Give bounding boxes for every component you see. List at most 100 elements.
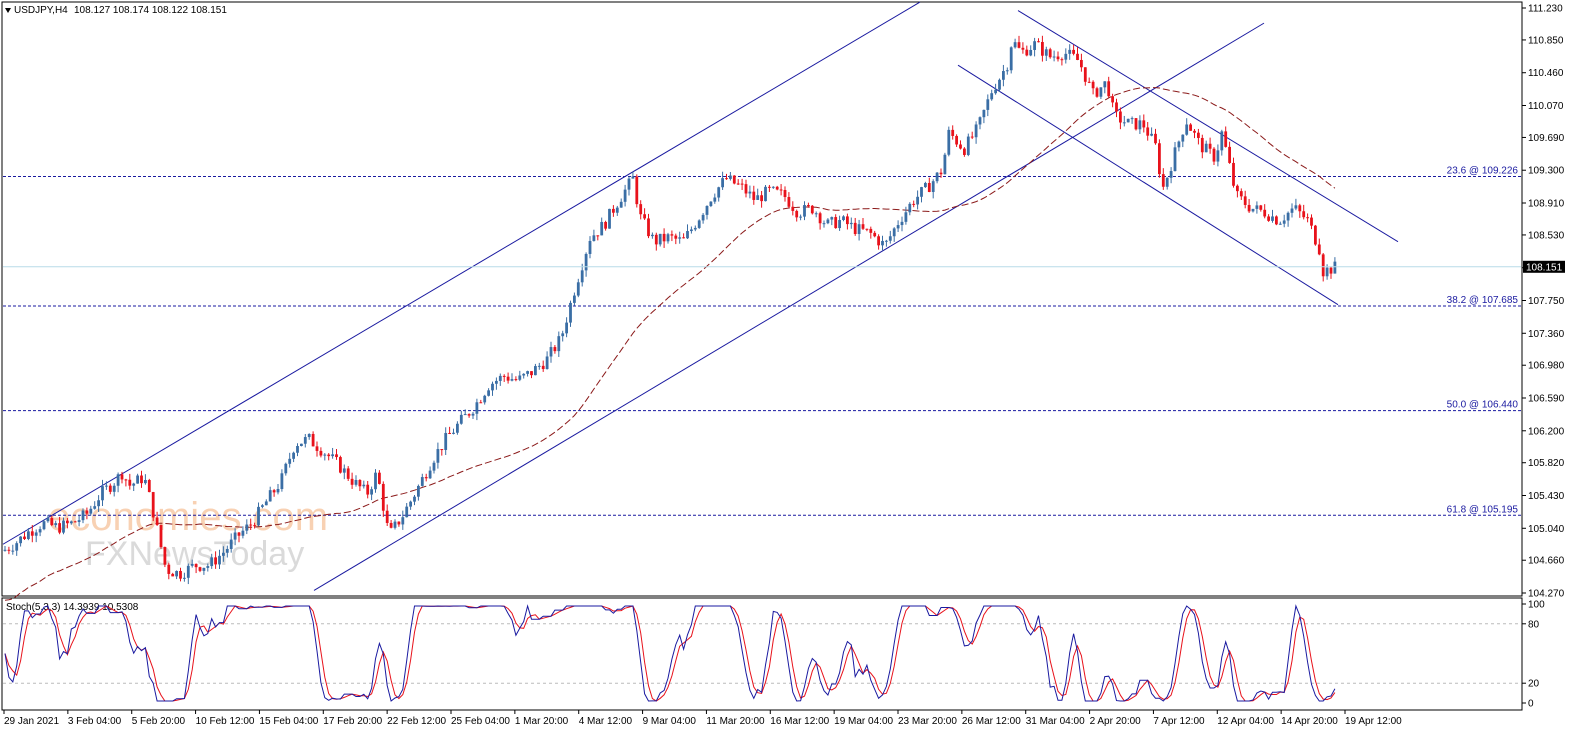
watermark-brand: economies.com — [48, 495, 328, 539]
candle-body — [573, 295, 576, 303]
candle-body — [916, 196, 919, 205]
candle-body — [670, 234, 674, 236]
candle-body — [452, 432, 455, 434]
candle-body — [1216, 150, 1220, 162]
candle-body — [627, 178, 631, 190]
candle-body — [1185, 124, 1189, 135]
price-tick-label: 107.360 — [1528, 329, 1565, 340]
candle-body — [1146, 127, 1150, 136]
trend-channels — [2, 1, 1399, 591]
candle-body — [775, 186, 779, 190]
down-channel-lower — [957, 64, 1339, 306]
moving-average-line — [4, 87, 1336, 601]
collapse-triangle-icon[interactable] — [5, 8, 11, 13]
candle-body — [397, 521, 401, 525]
symbol-label: USDJPY,H4 — [14, 5, 68, 16]
candle-body — [522, 373, 526, 376]
candle-body — [1271, 216, 1274, 221]
time-tick-label: 2 Apr 20:00 — [1090, 716, 1142, 727]
candle-body — [362, 484, 366, 487]
candle-body — [892, 228, 896, 237]
candle-body — [545, 356, 549, 370]
candle-body — [1021, 47, 1025, 50]
candle-body — [838, 220, 841, 229]
candle-body — [1158, 143, 1161, 175]
candle-body — [771, 186, 775, 188]
candle-body — [257, 506, 260, 526]
watermark-subbrand: FXNewsToday — [85, 535, 304, 573]
time-tick-label: 11 Mar 20:00 — [706, 716, 765, 727]
candle-body — [912, 203, 916, 205]
candle-body — [190, 563, 194, 566]
candle-body — [280, 473, 284, 490]
candle-body — [140, 475, 143, 484]
candle-body — [1282, 220, 1286, 224]
candle-body — [385, 510, 389, 523]
candle-body — [639, 204, 643, 215]
candle-body — [1181, 134, 1185, 142]
candle-body — [225, 548, 229, 553]
candle-body — [58, 523, 61, 533]
candle-body — [1060, 59, 1064, 61]
candle-body — [342, 468, 346, 473]
candle-body — [1228, 146, 1231, 163]
candle-body — [658, 233, 662, 245]
candle-body — [729, 175, 732, 179]
candle-body — [331, 454, 334, 457]
candle-body — [424, 477, 428, 479]
candle-body — [1220, 131, 1224, 151]
candle-body — [183, 577, 186, 579]
candle-body — [393, 521, 397, 528]
time-tick-label: 26 Mar 12:00 — [962, 716, 1021, 727]
candle-body — [1208, 143, 1212, 149]
candle-body — [869, 228, 873, 233]
candle-body — [959, 144, 962, 149]
candle-body — [842, 216, 845, 221]
candle-body — [924, 182, 927, 188]
candle-body — [643, 214, 646, 219]
candle-body — [1091, 81, 1095, 89]
candle-body — [1138, 120, 1142, 130]
candle-body — [11, 550, 15, 552]
candle-body — [990, 93, 994, 100]
candle-body — [885, 240, 888, 242]
candle-body — [881, 240, 884, 246]
candle-body — [1095, 88, 1099, 97]
candle-body — [1044, 49, 1048, 56]
candle-body — [440, 449, 444, 451]
candle-body — [1033, 41, 1036, 50]
candle-body — [1130, 118, 1134, 120]
candle-body — [253, 525, 256, 527]
candle-body — [534, 366, 537, 376]
candle-body — [713, 197, 717, 202]
candle-body — [296, 445, 299, 453]
price-tick-label: 105.820 — [1528, 458, 1565, 469]
stoch-tick-label: 0 — [1528, 699, 1534, 710]
candle-body — [752, 191, 756, 200]
candle-body — [666, 234, 670, 242]
candle-body — [97, 500, 100, 507]
candle-body — [686, 231, 689, 239]
candle-body — [791, 206, 795, 211]
candle-body — [986, 99, 990, 110]
candle-body — [1134, 118, 1138, 130]
candle-body — [3, 549, 7, 551]
time-tick-label: 4 Mar 12:00 — [579, 716, 633, 727]
candle-body — [1013, 42, 1017, 48]
candle-body — [756, 195, 760, 200]
time-tick-label: 10 Feb 12:00 — [196, 716, 255, 727]
candle-body — [853, 222, 857, 235]
candle-body — [510, 379, 514, 381]
candle-body — [1165, 177, 1169, 187]
candle-body — [436, 449, 440, 463]
price-tick-label: 104.270 — [1528, 589, 1565, 600]
candle-body — [319, 450, 323, 456]
candle-body — [549, 347, 553, 357]
price-tick-label: 106.980 — [1528, 361, 1565, 372]
candle-body — [682, 237, 685, 239]
candle-body — [85, 510, 89, 514]
fib-level-label: 50.0 @ 106.440 — [1447, 400, 1519, 411]
candle-body — [1275, 216, 1278, 225]
candle-body — [1037, 41, 1040, 43]
candle-body — [370, 489, 373, 495]
